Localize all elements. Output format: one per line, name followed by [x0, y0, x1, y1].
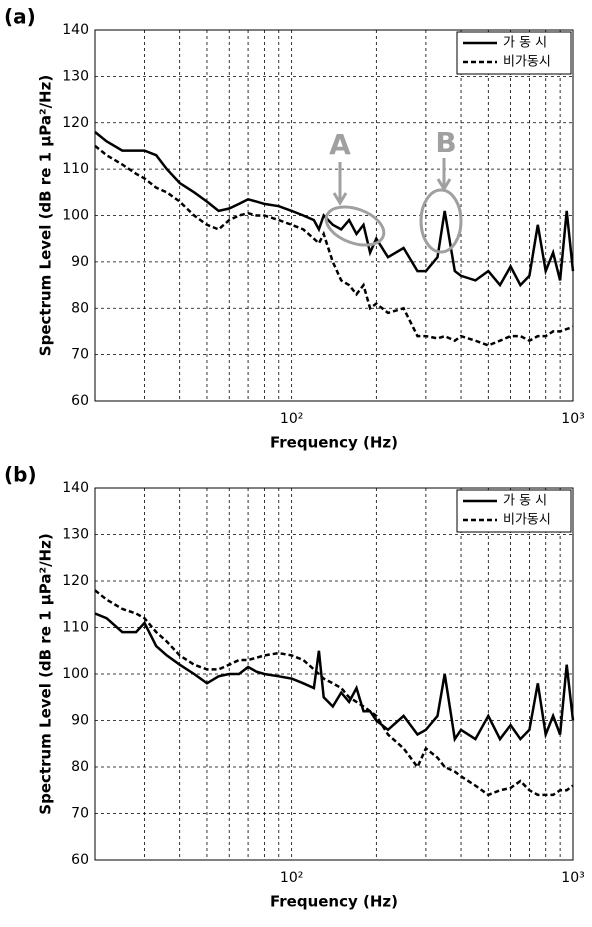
plot-area: [95, 488, 573, 860]
legend-label: 가 동 시: [503, 36, 547, 51]
panel-label: (b): [4, 463, 37, 487]
y-tick-label: 90: [71, 713, 89, 729]
plot-frame: [94, 29, 574, 402]
arrow-head-a: [332, 192, 348, 206]
y-tick-label: 130: [62, 527, 89, 543]
y-tick-label: 70: [71, 347, 89, 363]
y-tick-label: 80: [71, 300, 89, 316]
x-tick-label: 10³: [561, 870, 584, 886]
chart-panel: 10² 10³ 60 70 80 90 100 110 120 130 140 (a) Frequenc…: [4, 5, 585, 452]
plot-frame: [94, 487, 574, 861]
plot-area: [95, 30, 573, 401]
annotations: [324, 158, 463, 254]
arrow-head-b: [436, 178, 452, 192]
panel-label: (a): [4, 5, 36, 29]
y-tick-label: 120: [62, 573, 89, 589]
x-axis-label: Frequency (Hz): [270, 893, 398, 911]
legend-label: 가 동 시: [503, 494, 547, 509]
legend-label: 비가동시: [503, 513, 551, 528]
y-tick-label: 90: [71, 254, 89, 270]
y-tick-label: 60: [71, 393, 89, 409]
y-axis-label: Spectrum Level (dB re 1 μPa²/Hz): [37, 533, 55, 814]
ellipse-b: [419, 188, 463, 254]
chart-panel: 10² 10³ 60 70 80 90 100 110 120 130 140 (b) Frequenc…: [4, 463, 585, 911]
x-axis-label: Frequency (Hz): [270, 434, 398, 452]
x-tick-label: 10³: [561, 411, 584, 427]
annotation: A: [329, 128, 351, 161]
y-tick-label: 80: [71, 759, 89, 775]
y-tick-label: 100: [62, 208, 89, 224]
x-tick-label: 10²: [280, 870, 303, 886]
annotation: B: [435, 126, 456, 159]
y-tick-label: 140: [62, 480, 89, 496]
series-line: [94, 131, 575, 288]
y-tick-label: 140: [62, 22, 89, 38]
legend-box: [456, 31, 572, 75]
y-tick-label: 100: [62, 666, 89, 682]
legend-box: [456, 489, 572, 533]
y-tick-label: 110: [62, 620, 89, 636]
y-tick-label: 110: [62, 161, 89, 177]
ellipse-a: [324, 205, 386, 247]
y-axis-label: Spectrum Level (dB re 1 μPa²/Hz): [37, 75, 55, 356]
y-tick-label: 130: [62, 68, 89, 84]
y-tick-label: 70: [71, 806, 89, 822]
x-tick-label: 10²: [280, 411, 303, 427]
series-line: [94, 144, 574, 347]
legend-label: 비가동시: [503, 55, 551, 70]
y-tick-label: 120: [62, 115, 89, 131]
series-line: [94, 589, 574, 797]
y-tick-label: 60: [71, 852, 89, 868]
series-line: [94, 612, 575, 743]
